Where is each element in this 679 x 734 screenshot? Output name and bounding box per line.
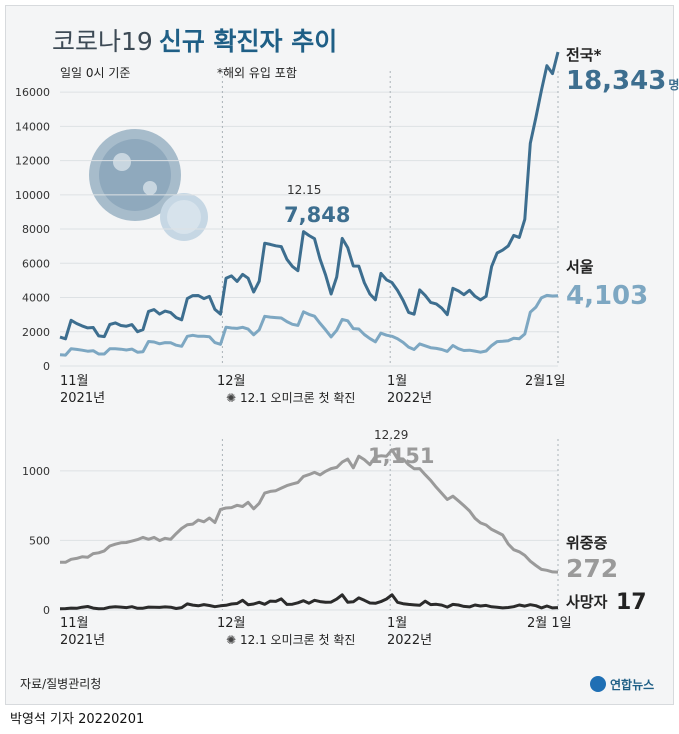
top-gridlines — [60, 71, 559, 367]
deaths-latest-value: 17 — [616, 590, 647, 615]
bottom-tick-label: 0 — [43, 604, 50, 617]
note-basis: 일일 0시 기준 — [60, 66, 130, 80]
top-tick-label: 2000 — [22, 326, 50, 339]
x-label-2021-bottom: 2021년 — [60, 633, 105, 648]
x-label-jan: 1월 — [387, 374, 407, 389]
national-latest-value: 18,343 — [566, 66, 666, 96]
logo-icon — [590, 676, 606, 692]
top-chart: 0 2000 4000 6000 8000 10000 12000 14000 16000 12… — [15, 46, 679, 373]
x-label-2022: 2022년 — [387, 391, 432, 406]
x-label-2021: 2021년 — [60, 391, 105, 406]
series-line-national — [59, 51, 560, 341]
title-bold: 신규 확진자 추이 — [159, 27, 337, 56]
national-peak-date: 12.15 — [287, 183, 321, 197]
top-tick-label: 4000 — [22, 292, 50, 305]
x-label-jan-bottom: 1월 — [387, 616, 407, 631]
x-label-feb-bottom: 2월 1일 — [527, 616, 572, 631]
critical-peak-value: 1,151 — [368, 444, 434, 468]
series-line-deaths — [59, 593, 559, 611]
series-line-seoul — [59, 293, 559, 357]
top-y-ticks: 0 2000 4000 6000 8000 10000 12000 14000 16000 — [15, 86, 50, 373]
series-line-critical — [60, 448, 559, 574]
top-tick-label: 16000 — [15, 86, 50, 99]
top-tick-label: 12000 — [15, 155, 50, 168]
top-series — [59, 51, 560, 357]
x-label-dec: 12월 — [217, 374, 246, 389]
x-label-dec-bottom: 12월 — [217, 616, 246, 631]
virus-illustration — [89, 129, 208, 241]
omicron-note: 12.1 오미크론 첫 확진 — [240, 391, 355, 405]
x-label-nov: 11월 — [60, 374, 89, 389]
national-series-name: 전국* — [566, 46, 602, 64]
bottom-chart: 0 500 1000 12.29 1,151 위중증 272 사망자 17 — [22, 428, 647, 617]
bottom-x-axis: 11월 2021년 12월 ✺ 12.1 오미크론 첫 확진 1월 2022년 … — [60, 616, 572, 648]
top-tick-label: 8000 — [22, 223, 50, 236]
chart-panel — [5, 5, 674, 705]
national-peak-value: 7,848 — [284, 203, 350, 227]
bottom-gridlines — [60, 439, 559, 611]
top-x-axis: 11월 2021년 12월 ✺ 12.1 오미크론 첫 확진 1월 2022년 … — [60, 374, 565, 406]
x-label-2022-bottom: 2022년 — [387, 633, 432, 648]
top-tick-label: 10000 — [15, 189, 50, 202]
critical-peak-date: 12.29 — [374, 428, 408, 442]
critical-latest-value: 272 — [566, 554, 618, 583]
top-tick-label: 14000 — [15, 120, 50, 133]
logo: 연합뉴스 — [590, 676, 654, 692]
top-tick-label: 6000 — [22, 257, 50, 270]
source-note: 자료/질병관리청 — [20, 677, 101, 691]
deaths-series-name: 사망자 — [566, 593, 608, 611]
x-label-feb: 2월1일 — [525, 374, 565, 389]
omicron-note-bottom: 12.1 오미크론 첫 확진 — [240, 633, 355, 647]
national-unit: 명 — [668, 78, 679, 92]
top-tick-label: 0 — [43, 360, 50, 373]
bottom-tick-label: 1000 — [22, 465, 50, 478]
bottom-series — [59, 448, 559, 611]
note-overseas: *해외 유입 포함 — [217, 66, 297, 80]
bottom-tick-label: 500 — [29, 534, 50, 547]
title-light: 코로나19 — [52, 27, 153, 56]
seoul-series-name: 서울 — [566, 258, 594, 276]
omicron-star-icon-bottom: ✺ — [226, 633, 236, 647]
byline: 박영석 기자 20220201 — [10, 712, 145, 727]
logo-text: 연합뉴스 — [610, 677, 654, 692]
seoul-latest-value: 4,103 — [566, 281, 648, 311]
bottom-y-ticks: 0 500 1000 — [22, 465, 50, 617]
omicron-star-icon: ✺ — [226, 391, 236, 405]
critical-series-name: 위중증 — [566, 534, 608, 552]
x-label-nov-bottom: 11월 — [60, 616, 89, 631]
